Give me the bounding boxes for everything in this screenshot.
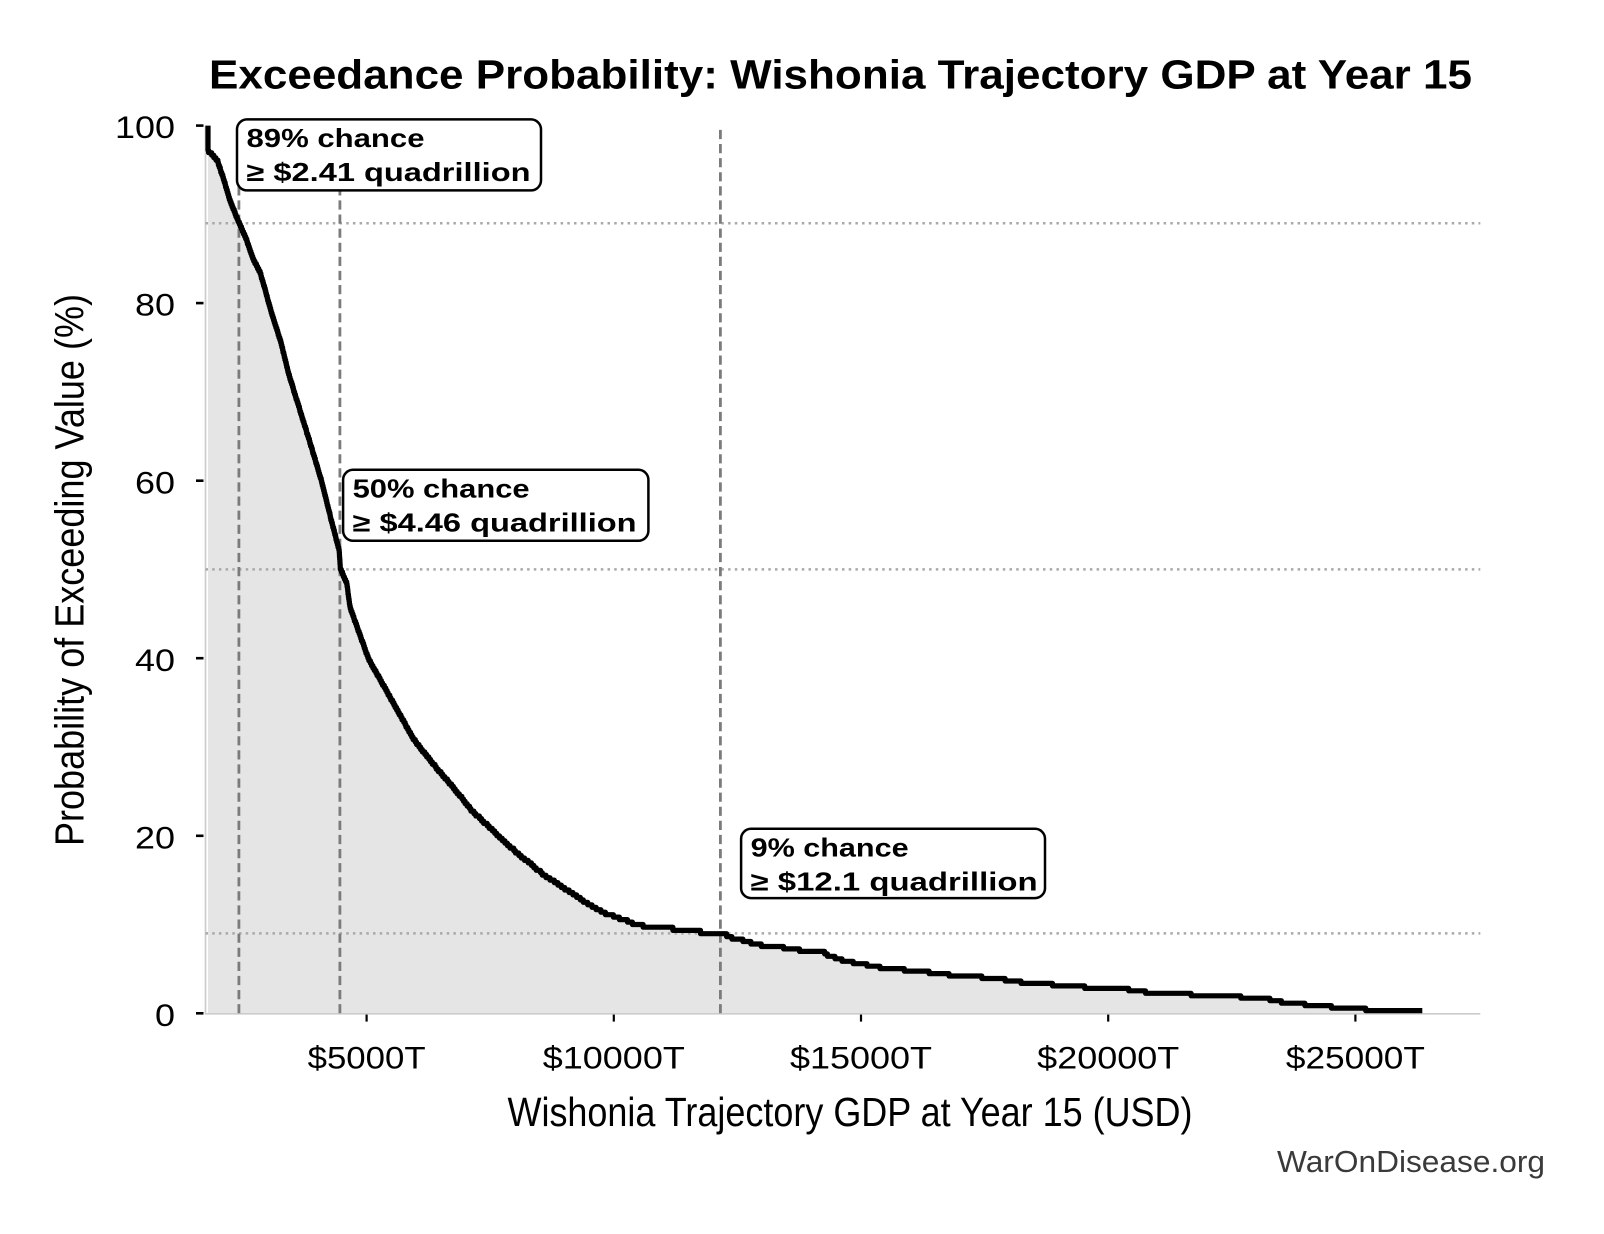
- svg-text:$15000T: $15000T: [790, 1040, 932, 1076]
- svg-text:Exceedance Probability: Wishon: Exceedance Probability: Wishonia Traject…: [209, 51, 1472, 97]
- svg-text:0: 0: [155, 997, 175, 1033]
- svg-text:$10000T: $10000T: [543, 1040, 685, 1076]
- svg-text:$5000T: $5000T: [308, 1040, 426, 1076]
- svg-text:40: 40: [135, 642, 175, 678]
- svg-text:9% chance: 9% chance: [751, 832, 909, 862]
- svg-text:Probability of Exceeding Value: Probability of Exceeding Value (%): [47, 294, 93, 846]
- svg-text:WarOnDisease.org: WarOnDisease.org: [1277, 1145, 1545, 1179]
- svg-text:89% chance: 89% chance: [247, 123, 425, 153]
- svg-text:$25000T: $25000T: [1286, 1040, 1425, 1076]
- svg-text:$20000T: $20000T: [1037, 1040, 1179, 1076]
- svg-text:60: 60: [135, 464, 175, 500]
- svg-text:≥ $2.41 quadrillion: ≥ $2.41 quadrillion: [247, 157, 531, 187]
- svg-text:50% chance: 50% chance: [353, 473, 530, 503]
- svg-text:≥ $12.1 quadrillion: ≥ $12.1 quadrillion: [751, 867, 1038, 897]
- svg-text:100: 100: [115, 109, 175, 145]
- svg-text:Wishonia Trajectory GDP at Yea: Wishonia Trajectory GDP at Year 15 (USD): [508, 1089, 1193, 1135]
- svg-text:20: 20: [135, 819, 175, 855]
- svg-text:≥ $4.46 quadrillion: ≥ $4.46 quadrillion: [353, 508, 637, 538]
- svg-text:80: 80: [135, 287, 175, 323]
